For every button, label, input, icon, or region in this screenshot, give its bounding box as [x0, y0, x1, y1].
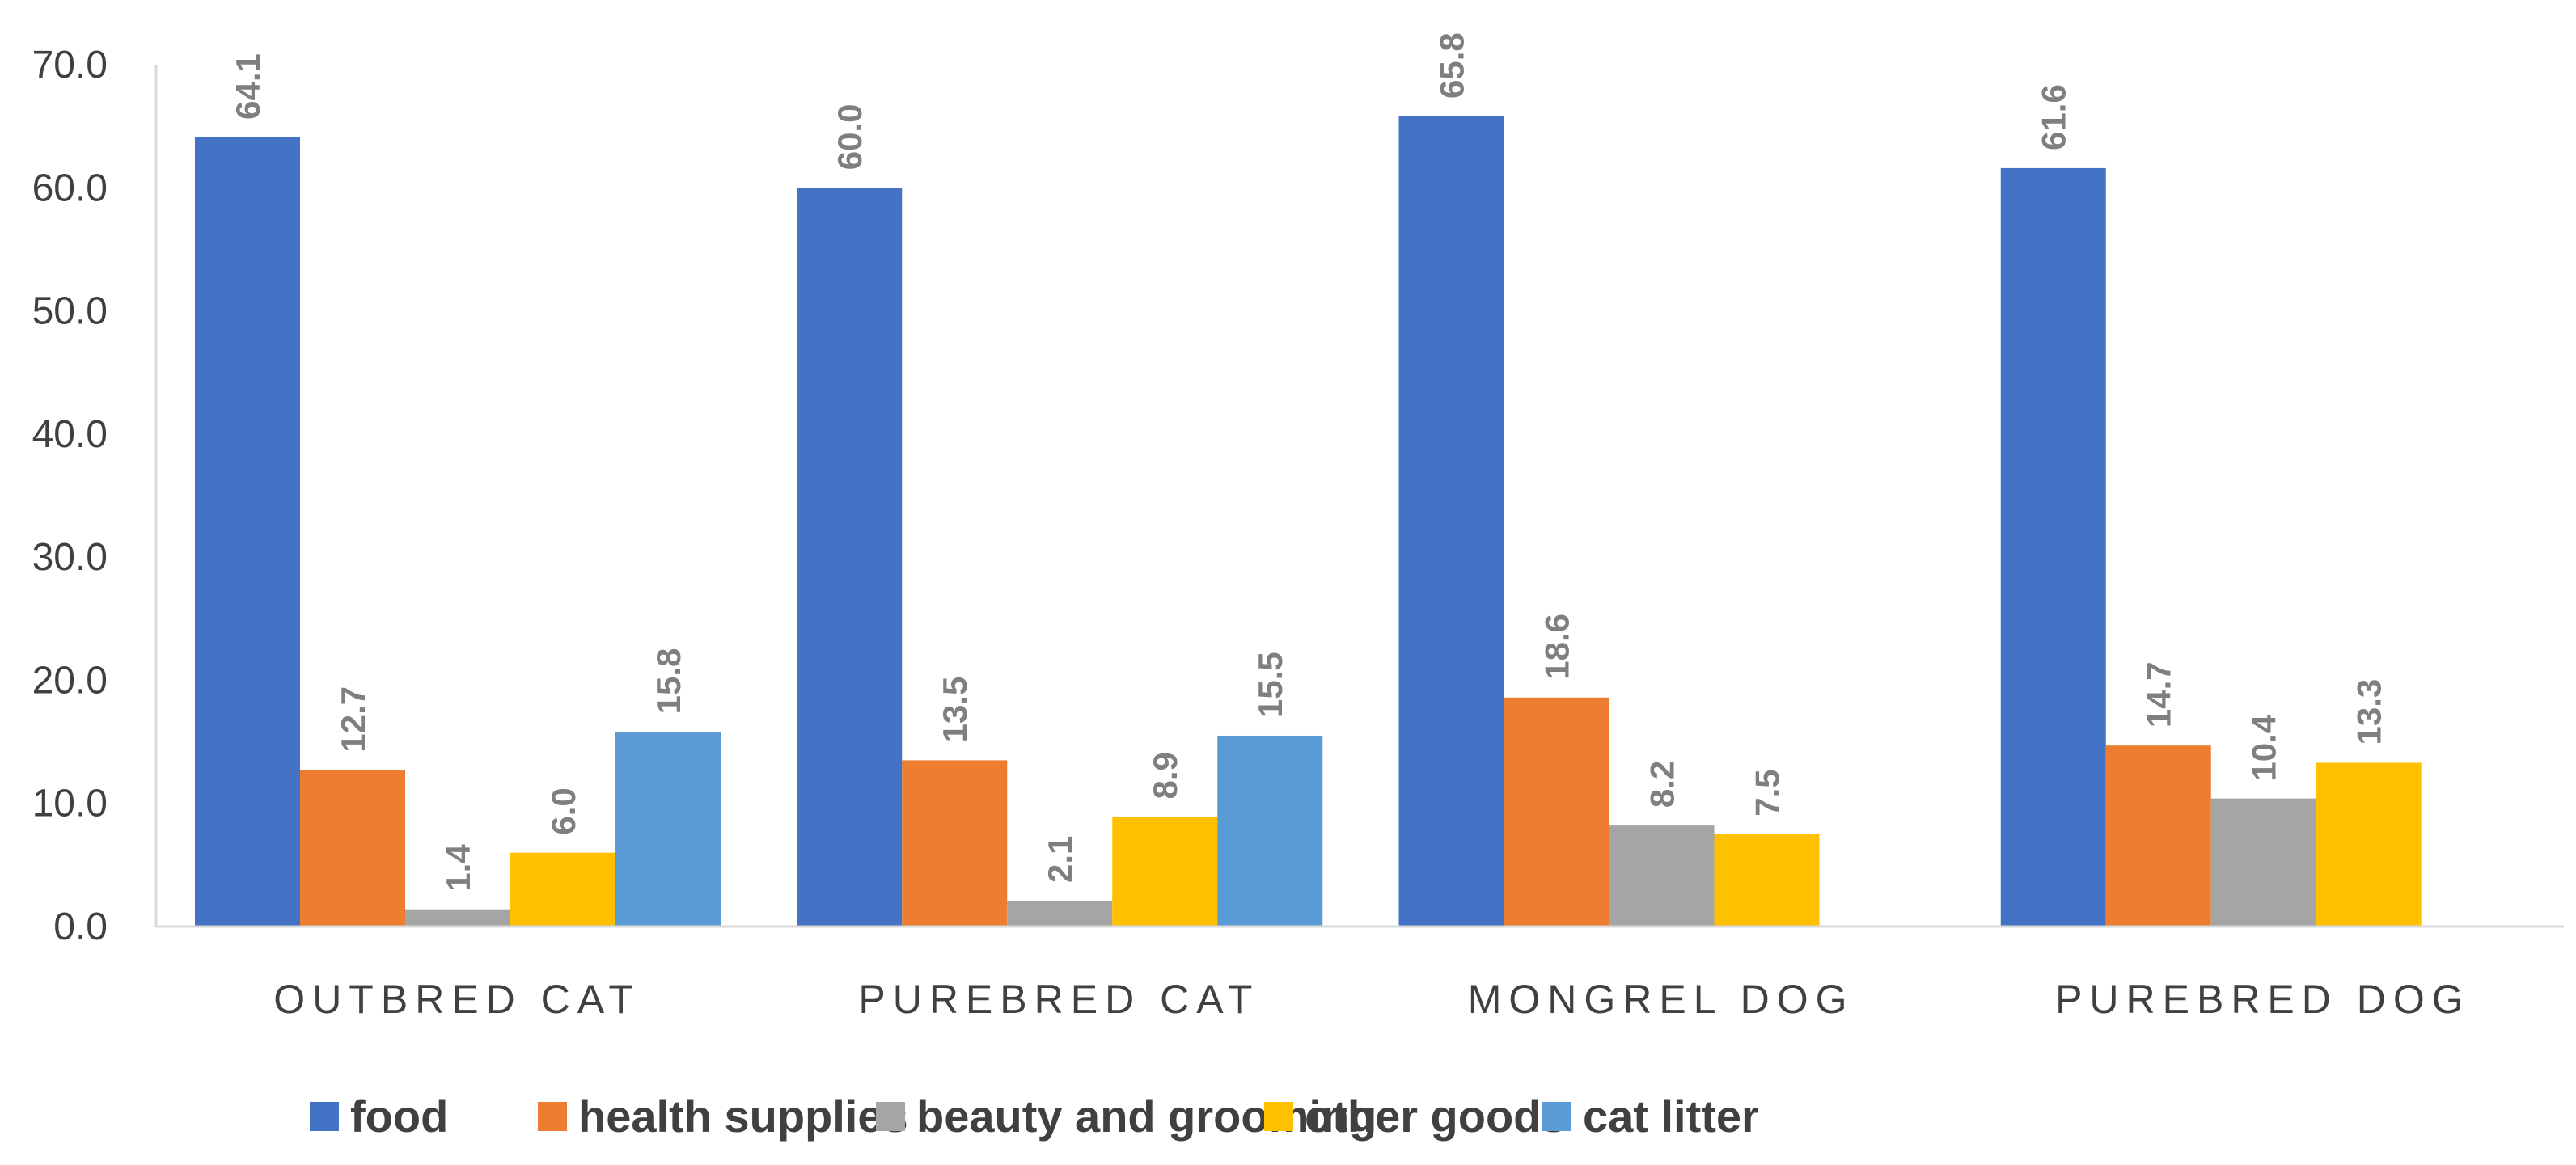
legend: food health supplies beauty and groomingot…: [310, 1091, 1759, 1142]
bar: [195, 137, 300, 927]
data-labels: 64.1 12.7 1.4 6.0 15.8 60.0 13.5 2.1 8.9 15.5 65.8…: [229, 32, 2388, 891]
legend-swatch: [876, 1102, 905, 1131]
y-tick-label: 50.0: [32, 290, 108, 333]
data-label: 14.7: [2140, 661, 2178, 728]
legend-swatch: [1264, 1102, 1293, 1131]
bar: [1112, 817, 1218, 927]
bar: [902, 760, 1008, 927]
bar: [2105, 745, 2211, 927]
bar: [1609, 825, 1715, 927]
y-tick-label: 60.0: [32, 167, 108, 209]
bar: [405, 909, 510, 927]
legend-swatch: [1542, 1102, 1571, 1131]
bar: [1217, 735, 1323, 927]
data-label: 15.5: [1251, 652, 1289, 718]
data-label: 12.7: [334, 686, 372, 753]
data-label: 18.6: [1538, 614, 1576, 680]
bars: [195, 116, 2422, 927]
legend-label: cat litter: [1583, 1091, 1759, 1142]
legend-swatch: [538, 1102, 567, 1131]
data-label: 60.0: [831, 104, 869, 171]
data-label: 7.5: [1749, 769, 1787, 816]
y-tick-label: 70.0: [32, 44, 108, 87]
legend-label: beauty and grooming: [916, 1091, 1377, 1142]
bar: [797, 188, 903, 927]
bar: [1504, 697, 1609, 927]
y-axis: 0.0 10.0 20.0 30.0 40.0 50.0 60.0 70.0: [32, 44, 158, 948]
legend-label: other goods: [1305, 1091, 1567, 1142]
bar: [1007, 901, 1113, 927]
category-label: MONGREL DOG: [1468, 977, 1855, 1022]
bar: [615, 732, 721, 927]
category-label: PUREBRED CAT: [858, 977, 1259, 1022]
y-tick-label: 40.0: [32, 413, 108, 456]
data-label: 13.3: [2350, 679, 2388, 745]
bar: [1398, 116, 1504, 927]
data-label: 1.4: [439, 844, 477, 892]
data-label: 61.6: [2035, 84, 2073, 150]
y-tick-label: 10.0: [32, 783, 108, 825]
legend-swatch: [310, 1102, 339, 1131]
y-tick-label: 20.0: [32, 659, 108, 702]
x-axis: OUTBRED CAT PUREBRED CAT MONGREL DOG PUREBR…: [156, 925, 2564, 1022]
bar: [2000, 167, 2106, 927]
data-label: 6.0: [544, 787, 582, 834]
bar: [2210, 798, 2316, 927]
data-label: 15.8: [649, 648, 687, 715]
legend-label: food: [350, 1091, 448, 1142]
bar: [2316, 762, 2422, 927]
data-label: 8.2: [1643, 761, 1681, 808]
data-label: 10.4: [2245, 714, 2283, 780]
bar: [300, 770, 405, 927]
legend-label: health supplies: [578, 1091, 908, 1142]
y-tick-label: 30.0: [32, 536, 108, 579]
data-label: 13.5: [936, 677, 974, 743]
data-label: 65.8: [1433, 32, 1471, 99]
bar: [510, 852, 615, 927]
data-label: 2.1: [1041, 836, 1079, 883]
bar: [1714, 834, 1820, 927]
data-label: 8.9: [1146, 752, 1184, 799]
category-label: OUTBRED CAT: [273, 977, 641, 1022]
category-label: PUREBRED DOG: [2055, 977, 2471, 1022]
data-label: 64.1: [229, 53, 267, 120]
y-tick-label: 0.0: [53, 905, 108, 948]
